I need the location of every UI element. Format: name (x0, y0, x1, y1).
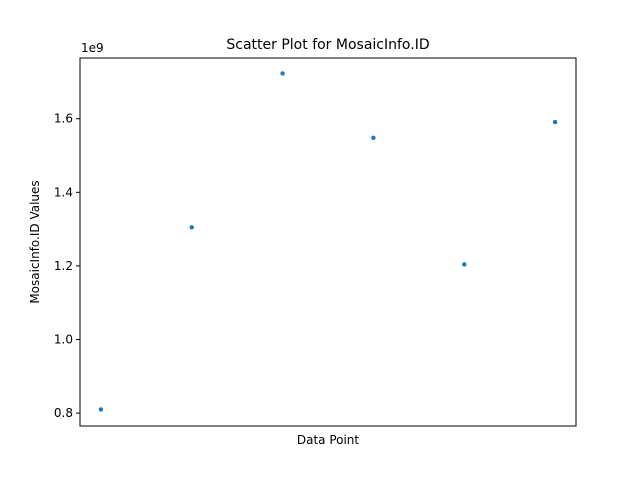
data-point (552, 119, 558, 125)
data-point (98, 407, 104, 412)
data-point (462, 262, 467, 267)
y-tick-label: 1.4 (54, 185, 73, 199)
x-axis-label: Data Point (297, 433, 360, 447)
data-point (371, 135, 376, 141)
y-tick-label: 1.2 (54, 259, 73, 273)
data-points (98, 71, 558, 412)
y-axis-label: MosaicInfo.ID Values (28, 180, 42, 303)
plot-area-frame (79, 57, 577, 427)
data-point (280, 71, 285, 76)
data-point (189, 225, 194, 230)
y-tick-label: 1.0 (54, 333, 73, 347)
y-tick-label: 0.8 (54, 406, 73, 420)
y-axis-ticks: 0.8 1.0 1.2 1.4 1.6 (54, 112, 80, 420)
y-offset-label: 1e9 (81, 41, 104, 55)
chart-title: Scatter Plot for MosaicInfo.ID (226, 37, 429, 53)
y-tick-label: 1.6 (54, 112, 73, 126)
